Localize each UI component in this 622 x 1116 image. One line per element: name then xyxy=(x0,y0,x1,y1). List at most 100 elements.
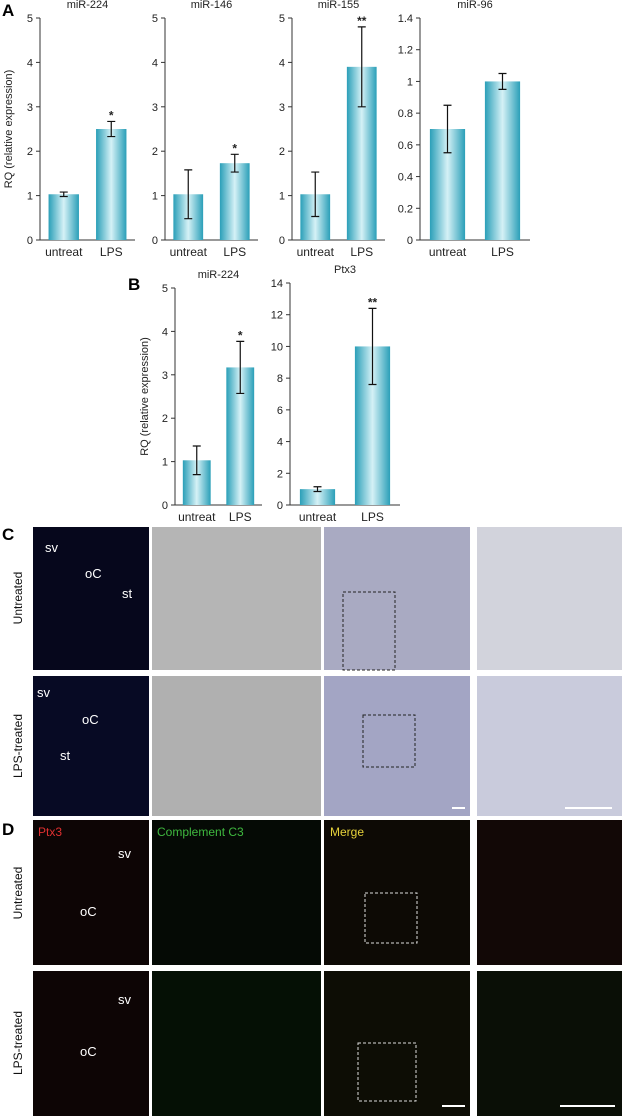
x-tick-label: LPS xyxy=(229,510,252,524)
row-label: Untreated xyxy=(11,867,25,920)
y-tick-label: 1 xyxy=(407,76,413,88)
y-tick-label: 3 xyxy=(162,370,168,382)
region-label: oC xyxy=(80,904,97,919)
y-tick-label: 10 xyxy=(271,341,283,353)
region-label: oC xyxy=(85,566,102,581)
region-label: oC xyxy=(80,1044,97,1059)
y-tick-label: 4 xyxy=(152,57,158,69)
image xyxy=(477,676,622,816)
error-bar xyxy=(443,104,452,154)
x-tick-label: LPS xyxy=(361,510,384,524)
y-tick-label: 0.6 xyxy=(398,140,413,152)
x-tick-label: untreat xyxy=(299,510,337,524)
x-tick-label: untreat xyxy=(178,510,216,524)
y-tick-label: 0.4 xyxy=(398,172,413,184)
row-label: LPS-treated xyxy=(11,714,25,778)
image xyxy=(324,971,470,1116)
significance: * xyxy=(109,108,114,122)
y-tick-label: 5 xyxy=(27,13,33,25)
y-tick-label: 5 xyxy=(279,13,285,25)
x-tick-label: untreat xyxy=(170,245,208,259)
significance: * xyxy=(232,141,237,155)
y-tick-label: 2 xyxy=(27,146,33,158)
y-tick-label: 2 xyxy=(152,146,158,158)
y-tick-label: 4 xyxy=(279,57,285,69)
y-tick-label: 2 xyxy=(279,146,285,158)
bar xyxy=(299,489,336,505)
chart-title: miR-155 xyxy=(318,0,360,11)
image xyxy=(477,971,622,1116)
error-bar xyxy=(498,72,507,90)
chart-title: miR-224 xyxy=(67,0,109,11)
y-tick-label: 1.2 xyxy=(398,45,413,57)
y-tick-label: 4 xyxy=(27,57,33,69)
x-tick-label: untreat xyxy=(429,245,467,259)
x-tick-label: LPS xyxy=(350,245,373,259)
y-tick-label: 1.4 xyxy=(398,13,413,25)
y-tick-label: 0 xyxy=(162,500,168,512)
significance: ** xyxy=(357,14,367,28)
y-tick-label: 3 xyxy=(279,102,285,114)
image xyxy=(33,676,149,816)
bar xyxy=(219,163,250,240)
region-label: sv xyxy=(45,540,59,555)
error-bar xyxy=(107,120,116,138)
error-bar xyxy=(184,169,193,220)
x-tick-label: LPS xyxy=(100,245,123,259)
y-axis-label: RQ (relative expression) xyxy=(139,337,151,456)
panel-d-images xyxy=(33,820,622,1116)
y-tick-label: 4 xyxy=(277,437,283,449)
panel-label: D xyxy=(2,820,14,839)
y-tick-label: 2 xyxy=(162,413,168,425)
y-tick-label: 0 xyxy=(27,235,33,247)
y-tick-label: 5 xyxy=(152,13,158,25)
region-label: sv xyxy=(118,992,132,1007)
y-tick-label: 1 xyxy=(279,191,285,203)
column-label: Merge xyxy=(330,825,364,839)
inset-box xyxy=(342,591,396,671)
y-tick-label: 0 xyxy=(407,235,413,247)
image xyxy=(152,527,321,670)
chart-title: miR-146 xyxy=(191,0,233,11)
y-tick-label: 1 xyxy=(152,191,158,203)
image xyxy=(152,676,321,816)
region-label: oC xyxy=(82,712,99,727)
error-bar xyxy=(59,191,68,198)
significance: ** xyxy=(368,295,378,309)
region-label: st xyxy=(122,586,133,601)
y-tick-label: 2 xyxy=(277,468,283,480)
error-bar xyxy=(192,445,201,476)
image xyxy=(33,820,149,965)
x-tick-label: untreat xyxy=(297,245,335,259)
y-tick-label: 6 xyxy=(277,405,283,417)
chart-title: Ptx3 xyxy=(334,264,356,276)
image xyxy=(477,527,622,670)
panel-c-images xyxy=(33,527,622,816)
panel-label: B xyxy=(128,275,140,294)
y-tick-label: 3 xyxy=(27,102,33,114)
y-tick-label: 0.2 xyxy=(398,203,413,215)
column-label: Ptx3 xyxy=(38,825,62,839)
bar xyxy=(48,194,79,240)
error-bar xyxy=(368,307,377,386)
panel-label: C xyxy=(2,525,14,544)
y-tick-label: 0 xyxy=(279,235,285,247)
y-tick-label: 4 xyxy=(162,326,168,338)
x-tick-label: LPS xyxy=(491,245,514,259)
image xyxy=(33,971,149,1116)
panel-label: A xyxy=(2,1,14,20)
inset-box xyxy=(364,892,418,944)
image xyxy=(33,527,149,670)
bar xyxy=(484,81,521,240)
region-label: sv xyxy=(118,846,132,861)
error-bar xyxy=(313,486,322,493)
y-tick-label: 0.8 xyxy=(398,108,413,120)
bar xyxy=(96,129,127,240)
significance: * xyxy=(238,328,243,342)
error-bar xyxy=(357,26,366,108)
y-tick-label: 12 xyxy=(271,310,283,322)
chart-title: miR-224 xyxy=(198,269,240,281)
image xyxy=(324,676,470,816)
inset-box xyxy=(357,1042,417,1102)
y-tick-label: 5 xyxy=(162,283,168,295)
